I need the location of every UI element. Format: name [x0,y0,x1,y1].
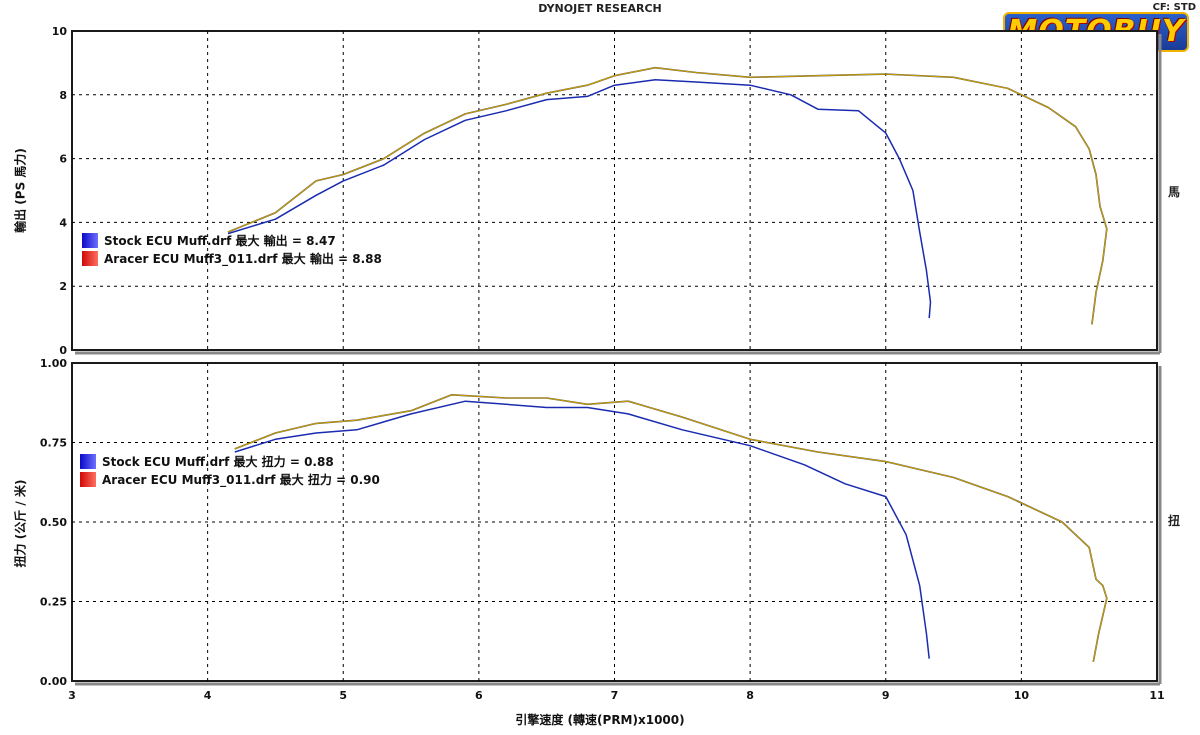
power-legend-stock-text: Stock ECU Muff.drf 最大 輸出 = 8.47 [104,234,336,248]
x-tick-label: 8 [746,689,754,702]
x-tick-label: 6 [475,689,483,702]
chart-header-title: DYNOJET RESEARCH [538,2,662,15]
torque-right-label: 扭 [1168,514,1181,528]
torque-panel: 0.00 0.25 0.50 0.75 1.00 3 4 5 6 7 8 9 10 11 [40,357,1165,702]
torque-legend-stock-text: Stock ECU Muff.drf 最大 扭力 = 0.88 [102,455,334,469]
x-tick-label: 3 [68,689,76,702]
torque-legend-aracer-text: Aracer ECU Muff3_011.drf 最大 扭力 = 0.90 [102,473,380,487]
torque-y-tick-label: 1.00 [40,357,67,370]
torque-y-tick-label: 0.00 [40,675,67,688]
power-stock-line [227,79,932,319]
torque-legend-aracer: Aracer ECU Muff3_011.drf 最大 扭力 = 0.90 [80,471,380,489]
torque-y-tick-label: 0.25 [40,596,67,609]
torque-y-tick-label: 0.75 [40,437,67,450]
x-tick-label: 7 [611,689,619,702]
power-legend-stock: Stock ECU Muff.drf 最大 輸出 = 8.47 [82,232,382,250]
power-y-tick-label: 6 [59,153,67,166]
power-y-tick-label: 10 [52,25,68,38]
x-tick-label: 11 [1149,689,1164,702]
power-plot-frame [71,30,1158,351]
aracer-swatch-icon [80,472,96,487]
power-aracer-line [227,67,1108,325]
torque-y-axis-label: 扭力 (公斤 / 米) [13,479,28,568]
x-axis-label: 引擎速度 (轉速(PRM)x1000) [515,713,685,727]
power-y-tick-label: 4 [59,216,67,229]
x-tick-label: 9 [882,689,890,702]
power-y-tick-label: 2 [59,280,67,293]
stock-swatch-icon [82,233,98,248]
torque-aracer-line [234,394,1108,663]
power-panel: 0 2 4 6 8 10 [52,25,1162,357]
power-y-axis-label: 輸出 (PS 馬力) [13,148,28,233]
power-legend-aracer: Aracer ECU Muff3_011.drf 最大 輸出 = 8.88 [82,250,382,268]
torque-stock-line [234,400,930,659]
x-tick-label: 10 [1014,689,1030,702]
aracer-swatch-icon [82,251,98,266]
stock-swatch-icon [80,454,96,469]
x-tick-label: 5 [339,689,347,702]
x-tick-label: 4 [204,689,212,702]
power-right-label: 馬 [1168,185,1181,199]
power-legend-aracer-text: Aracer ECU Muff3_011.drf 最大 輸出 = 8.88 [104,252,382,266]
power-y-tick-label: 8 [59,89,67,102]
torque-legend-stock: Stock ECU Muff.drf 最大 扭力 = 0.88 [80,453,380,471]
power-y-tick-label: 0 [59,344,67,357]
torque-legend: Stock ECU Muff.drf 最大 扭力 = 0.88 Aracer E… [80,453,380,489]
correction-factor-label: CF: STD [1152,2,1196,13]
torque-y-tick-label: 0.50 [40,516,67,529]
power-legend: Stock ECU Muff.drf 最大 輸出 = 8.47 Aracer E… [82,232,382,268]
